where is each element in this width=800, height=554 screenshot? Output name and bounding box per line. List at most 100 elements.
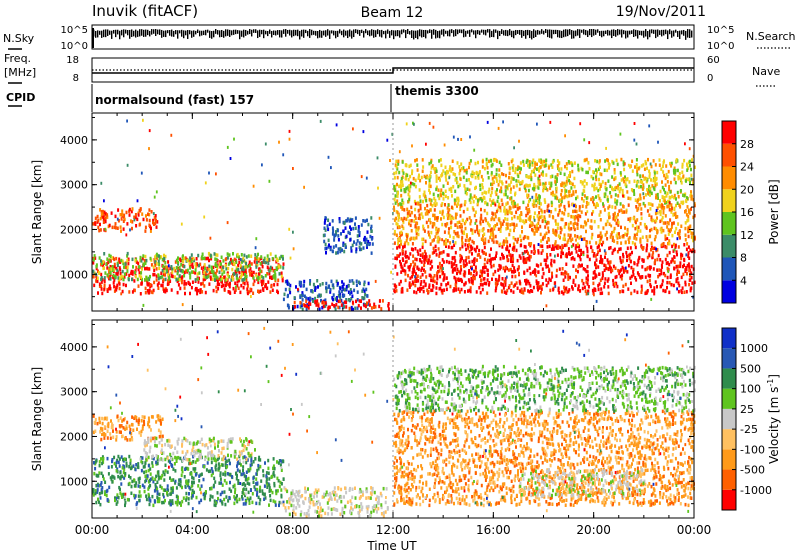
heatmap-cell: [245, 255, 248, 259]
heatmap-cell: [673, 177, 676, 181]
heatmap-cell: [444, 165, 447, 169]
heatmap-cell: [650, 215, 653, 219]
heatmap-cell: [412, 267, 415, 272]
heatmap-cell: [194, 265, 197, 270]
heatmap-cell: [135, 260, 138, 264]
heatmap-cell: [310, 289, 313, 293]
heatmap-cell: [194, 460, 197, 464]
heatmap-cell: [491, 186, 494, 191]
heatmap-cell: [520, 287, 523, 292]
heatmap-cell: [593, 293, 595, 297]
heatmap-cell: [443, 242, 446, 246]
heatmap-cell: [617, 194, 620, 198]
heatmap-cell: [246, 477, 249, 482]
heatmap-cell: [560, 290, 563, 294]
heatmap-cell: [668, 242, 671, 246]
heatmap-cell: [412, 247, 414, 252]
heatmap-cell: [511, 202, 514, 206]
heatmap-cell: [197, 288, 200, 293]
heatmap-cell: [93, 221, 96, 226]
heatmap-cell: [627, 196, 630, 200]
heatmap-cell: [261, 489, 264, 493]
heatmap-cell: [614, 200, 617, 204]
heatmap-cell: [518, 206, 521, 210]
heatmap-cell: [203, 270, 206, 275]
heatmap-cell: [128, 207, 131, 212]
heatmap-cell: [489, 198, 492, 202]
heatmap-cell: [468, 161, 471, 166]
heatmap-cell: [343, 293, 346, 298]
heatmap-cell: [505, 173, 507, 178]
heatmap-cell: [534, 250, 536, 254]
heatmap-cell: [193, 469, 196, 473]
heatmap-cell: [460, 268, 463, 272]
heatmap-cell: [235, 266, 238, 270]
heatmap-cell: [358, 245, 361, 249]
heatmap-cell: [446, 181, 449, 185]
heatmap-cell: [523, 244, 526, 249]
heatmap-cell: [653, 171, 656, 175]
heatmap-cell: [207, 274, 210, 279]
heatmap-cell: [165, 265, 168, 269]
heatmap-cell: [397, 244, 400, 248]
heatmap-cell: [490, 182, 492, 187]
heatmap-cell: [413, 264, 416, 268]
heatmap-cell: [511, 263, 514, 268]
heatmap-cell: [448, 168, 451, 172]
nsky-bar: [249, 29, 251, 35]
heatmap-cell: [247, 476, 250, 481]
heatmap-cell: [248, 260, 251, 264]
nsky-bar: [187, 29, 189, 39]
heatmap-cell: [366, 301, 368, 305]
heatmap-cell: [527, 193, 530, 198]
heatmap-cell: [546, 255, 549, 260]
heatmap-cell: [434, 244, 437, 249]
heatmap-cell: [272, 464, 275, 468]
heatmap-cell: [449, 214, 452, 218]
heatmap-cell: [428, 254, 431, 259]
heatmap-cell: [239, 258, 242, 261]
heatmap-cell: [690, 167, 692, 172]
heatmap-cell: [475, 185, 477, 190]
heatmap-cell: [287, 306, 290, 310]
heatmap-cell: [109, 254, 112, 259]
heatmap-cell: [204, 181, 207, 185]
heatmap-cell: [338, 294, 341, 299]
heatmap-cell: [449, 241, 452, 245]
heatmap-cell: [461, 238, 463, 242]
heatmap-cell: [126, 119, 128, 123]
heatmap-cell: [470, 276, 473, 281]
heatmap-cell: [479, 197, 482, 201]
heatmap-cell: [557, 288, 560, 292]
heatmap-cell: [658, 158, 661, 162]
heatmap-cell: [479, 282, 482, 287]
heatmap-cell: [138, 223, 141, 227]
heatmap-cell: [126, 251, 129, 256]
nsky-bar: [191, 30, 193, 38]
heatmap-cell: [669, 180, 672, 185]
heatmap-cell: [668, 208, 671, 212]
heatmap-cell: [659, 189, 662, 194]
heatmap-cell: [666, 253, 669, 258]
heatmap-cell: [538, 198, 541, 202]
heatmap-cell: [505, 202, 508, 206]
heatmap-cell: [494, 214, 497, 219]
heatmap-cell: [554, 207, 557, 212]
heatmap-cell: [122, 277, 125, 282]
heatmap-cell: [337, 305, 340, 310]
heatmap-cell: [508, 175, 510, 180]
heatmap-cell: [623, 210, 626, 214]
heatmap-cell: [667, 204, 670, 208]
heatmap-cell: [457, 234, 460, 239]
nsky-bar: [201, 30, 203, 36]
heatmap-cell: [357, 303, 360, 308]
heatmap-cell: [529, 271, 532, 276]
heatmap-cell: [409, 223, 412, 228]
heatmap-cell: [447, 203, 450, 207]
heatmap-cell: [577, 287, 580, 291]
heatmap-cell: [634, 165, 636, 169]
heatmap-cell: [492, 198, 495, 203]
heatmap-cell: [673, 260, 676, 264]
heatmap-cell: [571, 182, 574, 186]
